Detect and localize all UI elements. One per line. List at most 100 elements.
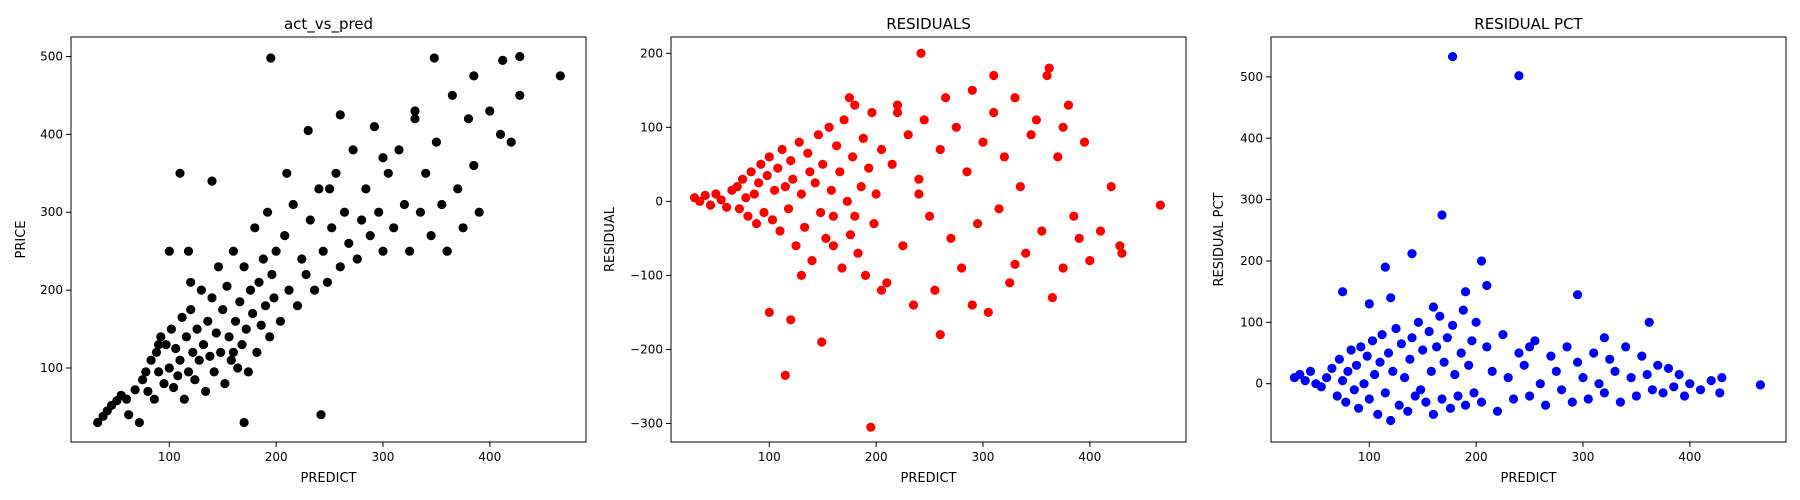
data-point <box>858 133 868 143</box>
data-point <box>1367 336 1378 346</box>
data-point <box>1074 233 1084 243</box>
data-point <box>816 207 826 218</box>
data-point <box>762 170 772 181</box>
data-point <box>1332 391 1342 401</box>
data-point <box>1653 360 1663 370</box>
data-point <box>1410 391 1420 401</box>
data-point <box>1508 394 1519 404</box>
data-point <box>783 204 794 214</box>
data-point <box>803 148 813 158</box>
data-point <box>280 231 290 241</box>
data-point <box>1370 369 1380 380</box>
y-tick-label: 100 <box>640 120 663 134</box>
data-point <box>431 137 441 147</box>
data-point <box>1383 348 1394 358</box>
data-point <box>469 71 479 81</box>
data-point <box>1058 122 1068 132</box>
data-point <box>322 277 332 287</box>
data-point <box>198 340 209 350</box>
data-point <box>1351 360 1362 370</box>
data-point <box>169 382 179 393</box>
data-point <box>216 347 226 357</box>
data-point <box>1346 345 1356 355</box>
data-point <box>228 246 238 256</box>
data-point <box>930 285 940 295</box>
data-point <box>1095 226 1106 236</box>
data-point <box>700 190 710 200</box>
data-point <box>164 246 174 256</box>
data-point <box>149 394 159 404</box>
data-point <box>335 110 345 120</box>
data-point <box>1354 403 1364 413</box>
data-point <box>1669 382 1679 392</box>
x-axis-label: PREDICT <box>901 471 957 486</box>
data-point <box>173 371 183 381</box>
data-point <box>848 152 858 162</box>
data-point <box>209 367 219 377</box>
x-tick-label: 300 <box>1572 450 1595 464</box>
data-point <box>141 367 151 377</box>
y-tick-label: 300 <box>40 205 63 219</box>
data-point <box>515 90 525 100</box>
data-point <box>914 174 924 184</box>
data-point <box>201 386 211 396</box>
data-point <box>818 159 828 169</box>
data-point <box>1626 373 1636 383</box>
data-point <box>1482 342 1492 352</box>
data-point <box>220 379 230 389</box>
data-point <box>722 202 732 212</box>
data-point <box>1416 385 1426 395</box>
data-point <box>192 324 202 334</box>
y-tick-label: 400 <box>40 127 63 141</box>
data-point <box>138 375 148 385</box>
y-tick-label: 200 <box>1240 254 1263 268</box>
data-point <box>1644 317 1654 327</box>
data-point <box>1106 182 1116 192</box>
data-point <box>207 176 217 186</box>
data-point <box>222 281 232 291</box>
data-point <box>1755 380 1765 390</box>
panel-act-vs-pred: 100 200 300 400 100 200 300 400 500 act_vs_pred… <box>14 15 587 486</box>
data-point <box>1557 385 1567 395</box>
data-point <box>181 332 191 342</box>
data-point <box>796 270 807 280</box>
data-point <box>892 107 903 118</box>
data-point <box>186 277 196 287</box>
data-point <box>788 174 798 184</box>
data-point <box>751 219 762 229</box>
data-point <box>1380 262 1390 272</box>
data-point <box>335 262 345 272</box>
data-point <box>821 233 831 243</box>
chart-title: RESIDUALS <box>886 15 971 33</box>
data-point <box>156 332 166 342</box>
chart-title: RESIDUAL PCT <box>1474 15 1583 33</box>
data-point <box>813 130 824 140</box>
data-point <box>1435 311 1445 321</box>
data-point <box>224 332 234 342</box>
data-point <box>1610 366 1620 376</box>
data-point <box>252 347 262 357</box>
y-tick-label: 400 <box>1240 131 1263 145</box>
data-point <box>1341 397 1351 407</box>
data-point <box>828 211 839 221</box>
data-point <box>1042 70 1052 81</box>
data-point <box>1685 379 1695 389</box>
data-point <box>1079 137 1090 147</box>
data-point <box>749 189 759 199</box>
data-point <box>415 207 425 217</box>
data-point <box>469 160 479 171</box>
data-point <box>410 114 420 124</box>
data-point <box>1364 299 1374 309</box>
data-point <box>1015 182 1025 192</box>
data-point <box>1428 302 1438 312</box>
data-point <box>867 107 877 118</box>
data-point <box>828 241 839 251</box>
data-point <box>258 254 268 264</box>
data-point <box>1053 152 1063 162</box>
data-point <box>453 184 463 194</box>
data-point <box>1679 391 1690 401</box>
data-point <box>1464 360 1474 370</box>
data-point <box>241 324 251 334</box>
data-point <box>957 263 967 273</box>
x-tick-label: 300 <box>972 450 995 464</box>
